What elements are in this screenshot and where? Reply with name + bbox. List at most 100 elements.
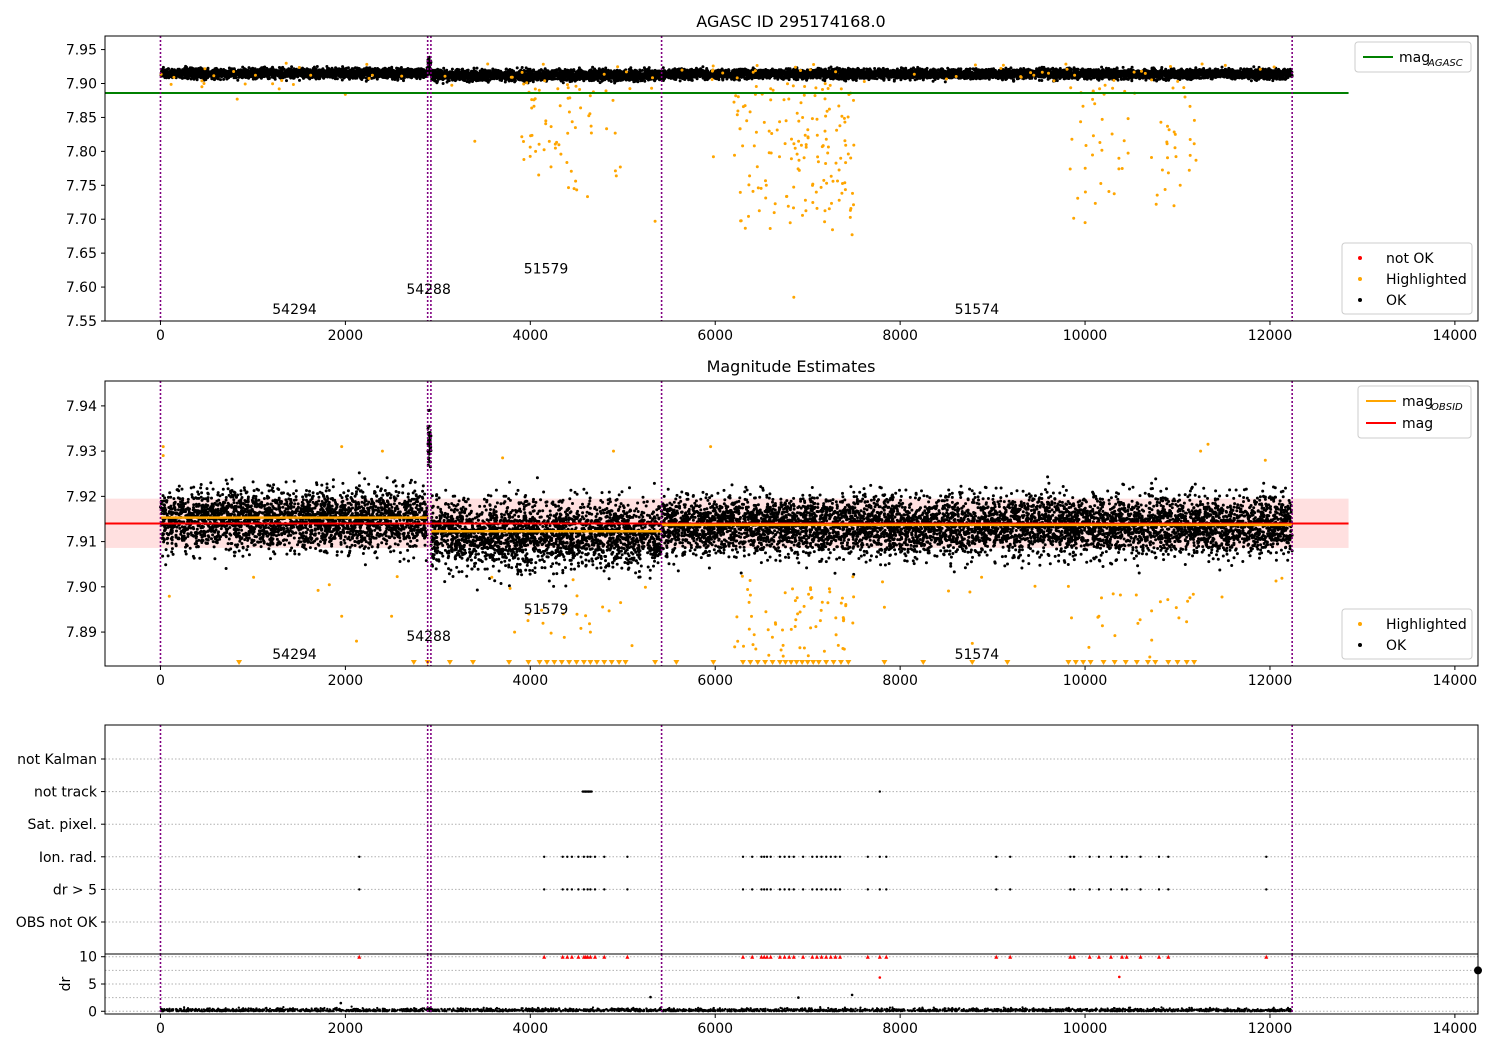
ok-point <box>354 70 358 74</box>
ok-point <box>375 72 379 76</box>
ok-point <box>405 74 409 78</box>
ok-point <box>555 68 559 72</box>
ok-point <box>206 75 210 79</box>
ok-point <box>364 76 368 80</box>
ok-point <box>193 69 197 73</box>
ok-point <box>402 79 405 83</box>
ok-point <box>388 70 392 73</box>
ok-point <box>481 69 485 73</box>
ok-point <box>542 72 546 76</box>
ok-point <box>513 80 517 84</box>
ok-point <box>254 71 258 74</box>
ok-point <box>213 67 217 71</box>
ok-point <box>467 80 471 84</box>
top-scatter <box>105 55 1349 299</box>
ok-point <box>341 71 345 75</box>
ok-point <box>565 68 569 72</box>
ok-point <box>391 77 394 81</box>
ok-point <box>633 71 637 75</box>
ok-point <box>383 73 387 77</box>
ok-point <box>336 71 339 75</box>
ok-point <box>333 72 337 76</box>
ok-point <box>370 76 374 80</box>
ok-point <box>396 78 400 82</box>
ok-point <box>371 71 375 75</box>
ok-point <box>196 72 200 76</box>
ok-point <box>568 80 572 84</box>
ok-point <box>647 77 651 80</box>
ok-point <box>609 76 613 79</box>
ok-point <box>251 72 254 76</box>
ok-point <box>576 69 580 73</box>
ok-point <box>181 73 185 77</box>
ok-point <box>294 68 298 72</box>
ok-point <box>285 68 289 72</box>
ok-point <box>188 66 192 70</box>
ok-point <box>463 75 467 79</box>
ok-point <box>528 67 532 71</box>
ok-point <box>431 77 435 81</box>
ok-point <box>607 78 611 82</box>
ok-point <box>484 76 488 80</box>
ok-point <box>447 79 451 83</box>
ok-point <box>486 72 490 76</box>
ok-point <box>558 70 562 74</box>
ok-point <box>266 77 270 80</box>
ok-point <box>475 66 479 70</box>
ok-point <box>325 65 329 68</box>
ok-point <box>563 75 567 79</box>
ok-point <box>520 66 524 69</box>
ok-point <box>474 77 478 81</box>
ok-point <box>440 73 444 77</box>
ok-point <box>359 74 363 78</box>
ok-point <box>603 78 607 82</box>
ok-point <box>548 77 552 80</box>
ok-point <box>277 66 281 69</box>
ok-point <box>348 73 352 77</box>
ok-point <box>317 70 321 74</box>
ok-point <box>202 71 206 75</box>
ok-point <box>441 82 445 85</box>
ok-point <box>337 74 340 78</box>
ok-point <box>437 75 441 79</box>
ok-point <box>313 75 317 79</box>
ok-point <box>180 76 184 80</box>
ok-point <box>471 79 475 83</box>
ok-point <box>453 79 457 83</box>
ok-point <box>496 76 500 80</box>
ok-point <box>432 74 436 78</box>
ok-point <box>521 77 525 80</box>
ok-point <box>503 74 507 78</box>
ok-point <box>240 76 244 80</box>
ok-point <box>531 80 535 84</box>
ok-point <box>546 71 550 75</box>
ok-point <box>598 73 602 77</box>
ok-point <box>245 69 249 73</box>
ok-point <box>253 67 257 71</box>
ok-point <box>227 69 231 73</box>
ok-point <box>404 71 408 75</box>
ok-point <box>420 73 423 77</box>
ok-point <box>553 77 557 81</box>
ok-point <box>588 79 592 83</box>
ok-point <box>524 74 528 77</box>
ok-point <box>215 70 219 74</box>
ok-point <box>241 71 245 75</box>
ok-point <box>640 79 644 83</box>
ok-point <box>298 78 301 82</box>
ok-point <box>631 75 635 79</box>
ok-point <box>402 76 406 80</box>
ok-point <box>273 76 276 80</box>
ok-point <box>569 68 573 72</box>
ok-point <box>236 68 240 72</box>
ok-point <box>627 68 631 71</box>
ok-point <box>321 68 325 72</box>
ok-point <box>400 69 404 73</box>
ok-point <box>165 73 168 77</box>
ok-point <box>329 71 333 74</box>
ok-point <box>489 75 493 79</box>
ok-point <box>596 79 600 83</box>
ok-point <box>628 71 632 75</box>
ok-point <box>340 78 344 82</box>
ok-point <box>450 71 454 75</box>
